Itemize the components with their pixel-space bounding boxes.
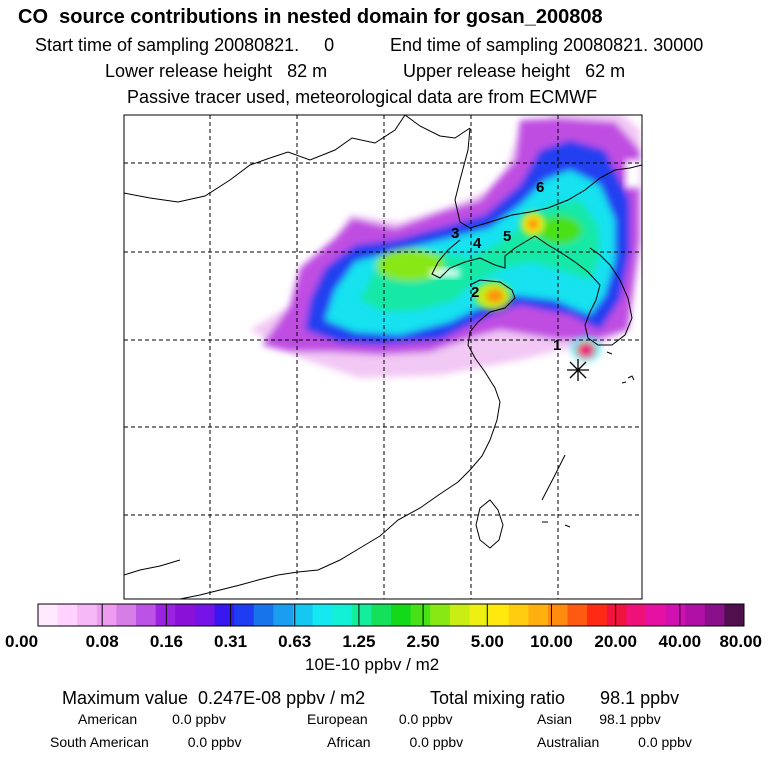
- colorbar-unit-label: 10E-10 ppbv / m2: [305, 655, 440, 674]
- colorbar-swatch: [234, 604, 255, 626]
- source-label-3: 3: [451, 225, 459, 242]
- colorbar-swatch: [96, 604, 117, 626]
- colorbar-swatch: [449, 604, 470, 626]
- colorbar-swatch: [77, 604, 98, 626]
- european-value: European 0.0 ppbv: [307, 711, 453, 727]
- tracer-note: Passive tracer used, meteorological data…: [127, 87, 598, 107]
- african-value: African 0.0 ppbv: [327, 734, 464, 750]
- map-frame: [123, 114, 643, 600]
- colorbar-swatch: [194, 604, 215, 626]
- end-time-label: End time of sampling 20080821. 30000: [390, 35, 704, 55]
- colorbar-swatch: [410, 604, 431, 626]
- colorbar-tick-label: 0.00: [5, 632, 38, 651]
- total-mixing-label: Total mixing ratio 98.1 ppbv: [430, 688, 680, 708]
- plume-field: [250, 115, 642, 378]
- colorbar-swatch: [645, 604, 666, 626]
- colorbar-tick-label: 0.63: [278, 632, 311, 651]
- colorbar-swatch: [116, 604, 137, 626]
- colorbar-tick-label: 80.00: [719, 632, 762, 651]
- colorbar-swatch: [214, 604, 235, 626]
- colorbar-swatch: [175, 604, 196, 626]
- colorbar-swatch: [391, 604, 412, 626]
- source-label-5: 5: [503, 228, 511, 245]
- colorbar-swatch: [508, 604, 529, 626]
- colorbar-swatch: [665, 604, 686, 626]
- colorbar-swatch: [332, 604, 353, 626]
- colorbar-swatch: [57, 604, 78, 626]
- south-american-value: South American 0.0 ppbv: [50, 734, 242, 750]
- upper-release-label: Upper release height 62 m: [403, 61, 626, 81]
- colorbar-swatch: [528, 604, 549, 626]
- colorbar-swatch: [371, 604, 392, 626]
- colorbar-tick-label: 0.08: [86, 632, 119, 651]
- colorbar-swatch: [704, 604, 725, 626]
- colorbar-tick-labels: 0.00 0.08 0.16 0.31 0.63 1.25 2.50 5.00 10.00 20.…: [5, 604, 762, 651]
- grid: [124, 115, 642, 599]
- start-time-label: Start time of sampling 20080821. 0: [35, 35, 335, 55]
- colorbar-swatch: [724, 604, 745, 626]
- receptor-asterisk-icon: [567, 359, 589, 381]
- colorbar-swatch: [685, 604, 706, 626]
- colorbar-swatch: [547, 604, 568, 626]
- colorbar-tick-label: 0.16: [150, 632, 183, 651]
- colorbar-swatch: [606, 604, 627, 626]
- source-label-4: 4: [473, 235, 482, 252]
- colorbar-swatch: [469, 604, 490, 626]
- colorbar-tick-label: 0.31: [214, 632, 247, 651]
- colorbar-swatch: [292, 604, 313, 626]
- source-label-1: 1: [553, 337, 561, 354]
- source-label-6: 6: [536, 179, 544, 196]
- american-value: American 0.0 ppbv: [78, 711, 226, 727]
- australian-value: Australian 0.0 ppbv: [537, 734, 692, 750]
- max-value-label: Maximum value 0.247E-08 ppbv / m2: [62, 688, 366, 708]
- colorbar-tick-label: 5.00: [471, 632, 504, 651]
- colorbar-swatch: [489, 604, 510, 626]
- colorbar-tick-label: 1.25: [342, 632, 375, 651]
- colorbar-swatch: [430, 604, 451, 626]
- colorbar-swatch: [38, 604, 59, 626]
- colorbar-swatch: [273, 604, 294, 626]
- colorbar-swatches: [37, 603, 745, 627]
- plume-green: [376, 249, 444, 281]
- lower-release-label: Lower release height 82 m: [105, 61, 328, 81]
- colorbar-swatch: [253, 604, 274, 626]
- colorbar-swatch: [587, 604, 608, 626]
- colorbar-swatch: [312, 604, 333, 626]
- plot-title: CO source contributions in nested domain…: [18, 6, 603, 28]
- source-label-2: 2: [471, 284, 479, 301]
- colorbar-swatch: [351, 604, 372, 626]
- colorbar-swatch: [626, 604, 647, 626]
- colorbar-swatch: [155, 604, 176, 626]
- colorbar-swatch: [136, 604, 157, 626]
- colorbar-tick-label: 10.00: [530, 632, 573, 651]
- colorbar-swatch: [567, 604, 588, 626]
- colorbar-tick-label: 20.00: [594, 632, 637, 651]
- colorbar-tick-label: 2.50: [407, 632, 440, 651]
- asian-value: Asian 98.1 ppbv: [537, 711, 661, 727]
- colorbar-tick-label: 40.00: [659, 632, 702, 651]
- coastlines: [124, 115, 642, 599]
